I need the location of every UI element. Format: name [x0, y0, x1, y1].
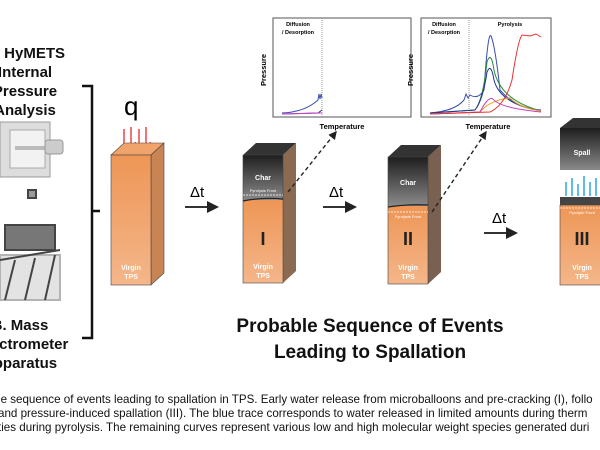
species-curve [429, 67, 542, 114]
label-line: B. Mass [0, 317, 49, 334]
desorption-label: / Desorption [428, 30, 461, 36]
label-line: Pressure [0, 83, 58, 100]
pyrolytic-front-label: Pyrolytic Front [569, 210, 595, 215]
delta-t-label: Δt [492, 210, 507, 227]
heat-flux-symbol: q [124, 91, 138, 121]
water-curve [429, 35, 542, 114]
caption-line: ties during pyrolysis. The remaining cur… [0, 421, 590, 434]
species-curve [429, 98, 542, 115]
diffusion-label: Diffusion [432, 22, 456, 28]
stage-3-block: Spall Pyrolytic Front III Virgin TPS [559, 118, 600, 286]
species-curve [429, 97, 542, 115]
label-line: Internal [0, 64, 53, 81]
diffusion-label: Diffusion [286, 22, 310, 28]
mass-spectrometer-label: B. Mass Spectrometer Apparatus [0, 316, 85, 373]
species-curve [281, 112, 323, 115]
x-axis-label: Temperature [466, 122, 511, 131]
hymets-apparatus-image [0, 121, 64, 178]
mass-spectrometer-image [0, 189, 61, 301]
gas-release-arrows [565, 176, 597, 196]
label-line: Spectrometer [0, 336, 69, 353]
pyrolysis-front-label: Pyrolysis Front [250, 188, 277, 193]
tps-label: TPS [575, 274, 589, 281]
tps-label: TPS [401, 274, 415, 281]
title-line: Leading to Spallation [273, 342, 467, 363]
char-label: Char [400, 180, 416, 187]
pressure-graph-1: Diffusion / Desorption Pressure Temperat… [259, 17, 412, 131]
char-label: Char [255, 175, 271, 182]
virgin-label: Virgin [253, 264, 273, 271]
pressure-graph-2: Diffusion / Desorption Pyrolysis Pressur… [406, 17, 552, 131]
desorption-label: / Desorption [282, 30, 315, 36]
label-line: A. HyMETS [0, 45, 65, 62]
species-curve [429, 57, 542, 114]
stage-label: I [260, 229, 265, 249]
virgin-block: Virgin TPS [110, 142, 165, 286]
y-axis-label: Pressure [406, 54, 415, 86]
tps-label: TPS [256, 273, 270, 280]
virgin-label: Virgin [121, 265, 141, 272]
water-curve [281, 93, 323, 114]
figure-title: Probable Sequence of Events Leading to S… [210, 314, 530, 366]
y-axis-label: Pressure [259, 54, 268, 86]
bracket [82, 84, 100, 340]
stage-label: III [574, 229, 589, 249]
caption-line: and pressure-induced spallation (III). T… [0, 407, 588, 420]
pyrolysis-label: Pyrolysis [498, 22, 522, 28]
stage-label: II [403, 229, 413, 249]
stage-1-block: Char Pyrolysis Front I Virgin TPS [242, 130, 337, 284]
tps-label: TPS [124, 274, 138, 281]
delta-t-label: Δt [190, 184, 205, 201]
virgin-label: Virgin [398, 265, 418, 272]
hymets-label: A. HyMETS Internal Pressure Analysis [0, 44, 90, 120]
time-step-arrow-3: Δt [484, 210, 518, 239]
time-step-arrow-2: Δt [323, 184, 357, 213]
time-step-arrow-1: Δt [185, 184, 219, 213]
label-line: Analysis [0, 102, 56, 119]
virgin-label: Virgin [572, 265, 592, 272]
spall-label: Spall [574, 150, 591, 157]
title-line: Probable Sequence of Events [236, 316, 504, 337]
x-axis-label: Temperature [320, 122, 365, 131]
caption-line: le sequence of events leading to spallat… [0, 393, 593, 406]
delta-t-label: Δt [329, 184, 344, 201]
species-curve [429, 33, 542, 115]
stage-2-block: Char Pyrolysis Front II Virgin TPS [387, 130, 487, 285]
label-line: Apparatus [0, 355, 58, 372]
pyrolysis-front-label: Pyrolysis Front [395, 214, 422, 219]
